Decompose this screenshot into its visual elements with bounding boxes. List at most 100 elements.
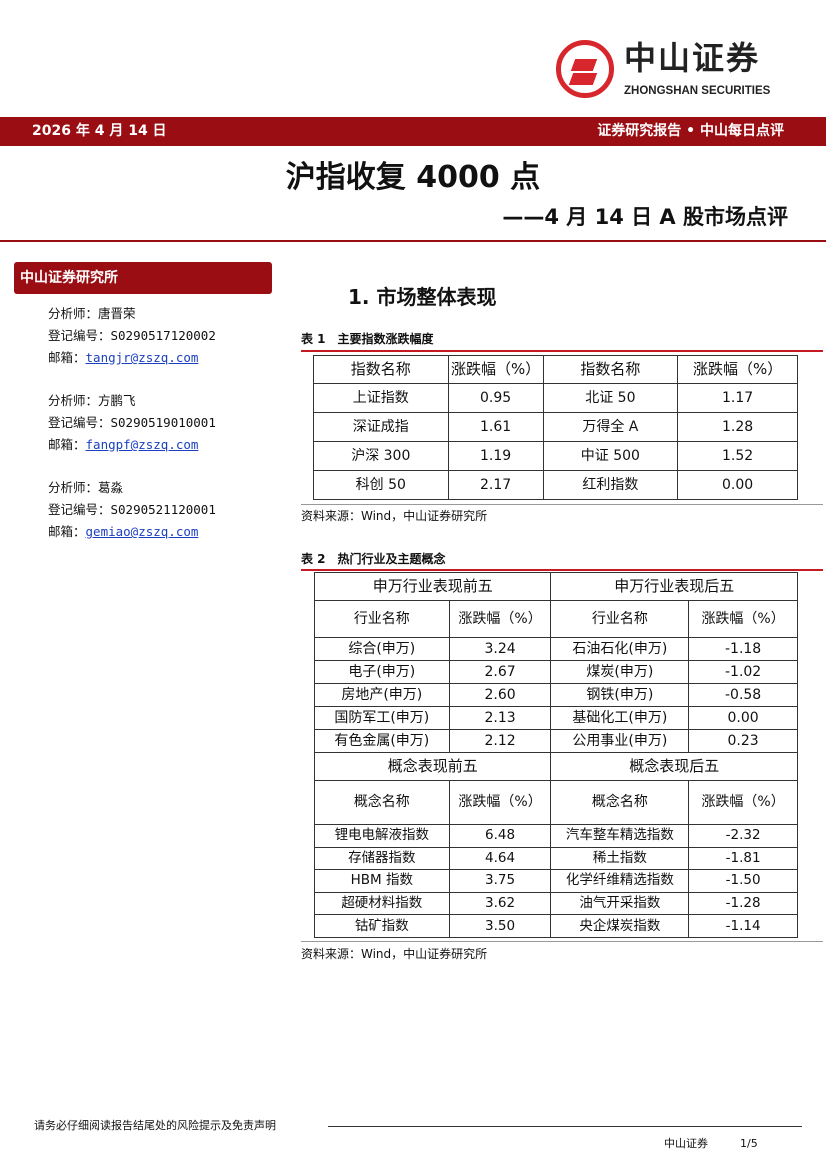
table-cell: 化学纤维精选指数 — [550, 869, 690, 893]
table-cell: 指数名称 — [542, 355, 679, 384]
analyst-email-row: 邮箱：tangjr@zszq.com — [48, 347, 216, 369]
logo-text-cn: 中山证券 — [624, 39, 761, 77]
divider — [301, 504, 823, 505]
table-cell: 1.52 — [677, 441, 798, 471]
email-link[interactable]: tangjr@zszq.com — [85, 350, 199, 365]
table-cell: 北证 50 — [542, 383, 679, 413]
table-cell: 存储器指数 — [314, 846, 450, 871]
report-category: 证券研究报告 • 中山每日点评 — [597, 123, 784, 139]
company-logo: 中山证券 ZHONGSHAN SECURITIES — [556, 38, 796, 102]
logo-mark-icon — [556, 40, 614, 98]
table1-caption: 表 1 主要指数涨跌幅度 — [301, 332, 434, 346]
table-row: 深证成指 1.61 万得全 A 1.28 — [313, 412, 798, 442]
email-link[interactable]: gemiao@zszq.com — [85, 524, 199, 539]
table-row: 科创 50 2.17 红利指数 0.00 — [313, 470, 798, 500]
table-row: 房地产(申万) 2.60 钢铁(申万) -0.58 — [314, 683, 798, 707]
table2-caption: 表 2 热门行业及主题概念 — [301, 552, 446, 566]
table-cell: 概念名称 — [550, 780, 690, 825]
table-cell: 0.00 — [677, 470, 798, 500]
table-cell: 3.24 — [448, 637, 552, 661]
table-row: 钴矿指数 3.50 央企煤炭指数 -1.14 — [314, 914, 798, 938]
table-cell: 行业名称 — [314, 600, 450, 638]
table-cell: 沪深 300 — [313, 441, 449, 471]
table-group-row: 申万行业表现前五 申万行业表现后五 — [313, 572, 798, 601]
table-cell: 中证 500 — [542, 441, 679, 471]
table-cell: 钢铁(申万) — [550, 683, 690, 707]
table-cell: 3.50 — [448, 914, 552, 938]
table-cell: -1.18 — [688, 637, 798, 661]
table-cell: 2.12 — [448, 729, 552, 753]
table-cell: 2.67 — [448, 660, 552, 684]
table-cell: 1.19 — [447, 441, 544, 471]
sector-table: 申万行业表现前五 申万行业表现后五 行业名称 涨跌幅（%） 行业名称 涨跌幅（%） 综合(申… — [313, 572, 798, 938]
table-cell: 0.23 — [688, 729, 798, 753]
table-row: 国防军工(申万) 2.13 基础化工(申万) 0.00 — [314, 706, 798, 730]
footer-disclaimer: 请务必仔细阅读报告结尾处的风险提示及免责声明 — [34, 1119, 276, 1132]
table-cell: 涨跌幅（%） — [448, 600, 552, 638]
analyst-name: 分析师：唐晋荣 — [48, 306, 136, 321]
table-cell: 0.95 — [447, 383, 544, 413]
analyst-reg: 登记编号：S0290521120001 — [48, 502, 216, 517]
email-label: 邮箱： — [48, 524, 86, 539]
divider — [301, 941, 823, 942]
table-cell: -1.81 — [688, 846, 798, 871]
table-cell: 锂电电解液指数 — [314, 824, 450, 848]
table2-source: 资料来源：Wind，中山证券研究所 — [301, 947, 488, 961]
table-cell: 科创 50 — [313, 470, 449, 500]
divider — [328, 1126, 802, 1127]
analyst-block: 分析师：唐晋荣 登记编号：S0290517120002 邮箱：tangjr@zs… — [48, 303, 216, 369]
table-cell: 钴矿指数 — [314, 914, 450, 938]
table-cell: -2.32 — [688, 824, 798, 848]
table-cell: 超硬材料指数 — [314, 891, 450, 916]
report-date: 2026 年 4 月 14 日 — [32, 123, 167, 139]
table-cell: 深证成指 — [313, 412, 449, 442]
table-group-header: 概念表现前五 — [313, 752, 552, 781]
divider — [0, 240, 826, 242]
table-cell: 汽车整车精选指数 — [550, 824, 690, 848]
table-cell: 1.17 — [677, 383, 798, 413]
table-cell: 公用事业(申万) — [550, 729, 690, 753]
table-cell: 4.64 — [448, 846, 552, 871]
table-cell: 涨跌幅（%） — [448, 780, 552, 825]
sidebar-title: 中山证券研究所 — [14, 262, 272, 294]
table-header-row: 行业名称 涨跌幅（%） 行业名称 涨跌幅（%） — [314, 600, 798, 638]
analyst-reg: 登记编号：S0290519010001 — [48, 415, 216, 430]
footer-company: 中山证券 — [664, 1137, 708, 1150]
page-subtitle: ——4 月 14 日 A 股市场点评 — [502, 205, 788, 229]
table-cell: 煤炭(申万) — [550, 660, 690, 684]
table-row: 综合(申万) 3.24 石油石化(申万) -1.18 — [314, 637, 798, 661]
table-cell: -0.58 — [688, 683, 798, 707]
table-cell: -1.50 — [688, 869, 798, 893]
table-cell: 6.48 — [448, 824, 552, 848]
email-link[interactable]: fangpf@zszq.com — [85, 437, 199, 452]
table-cell: HBM 指数 — [314, 869, 450, 893]
table-cell: 国防军工(申万) — [314, 706, 450, 730]
analyst-reg: 登记编号：S0290517120002 — [48, 328, 216, 343]
table-cell: 1.61 — [447, 412, 544, 442]
table-cell: 央企煤炭指数 — [550, 914, 690, 938]
table-header-row: 概念名称 涨跌幅（%） 概念名称 涨跌幅（%） — [314, 780, 798, 825]
table-cell: 涨跌幅（%） — [688, 780, 798, 825]
table-cell: 涨跌幅（%） — [677, 355, 798, 384]
table-cell: 石油石化(申万) — [550, 637, 690, 661]
table-row: 存储器指数 4.64 稀土指数 -1.81 — [314, 846, 798, 871]
analyst-email-row: 邮箱：fangpf@zszq.com — [48, 434, 216, 456]
section-heading: 1. 市场整体表现 — [348, 285, 497, 309]
table-cell: 综合(申万) — [314, 637, 450, 661]
table-cell: -1.14 — [688, 914, 798, 938]
header-bar: 2026 年 4 月 14 日 证券研究报告 • 中山每日点评 — [0, 117, 826, 146]
table-cell: 万得全 A — [542, 412, 679, 442]
table-row: 锂电电解液指数 6.48 汽车整车精选指数 -2.32 — [314, 824, 798, 848]
table-cell: -1.02 — [688, 660, 798, 684]
table-cell: 指数名称 — [313, 355, 449, 384]
table-cell: 1.28 — [677, 412, 798, 442]
table-row: 有色金属(申万) 2.12 公用事业(申万) 0.23 — [314, 729, 798, 753]
table-group-row: 概念表现前五 概念表现后五 — [313, 752, 798, 781]
table-cell: 稀土指数 — [550, 846, 690, 871]
table-row: 上证指数 0.95 北证 50 1.17 — [313, 383, 798, 413]
table-cell: 0.00 — [688, 706, 798, 730]
analyst-name: 分析师：方鹏飞 — [48, 393, 136, 408]
analyst-block: 分析师：方鹏飞 登记编号：S0290519010001 邮箱：fangpf@zs… — [48, 390, 216, 456]
table-cell: 3.75 — [448, 869, 552, 893]
table-cell: 上证指数 — [313, 383, 449, 413]
